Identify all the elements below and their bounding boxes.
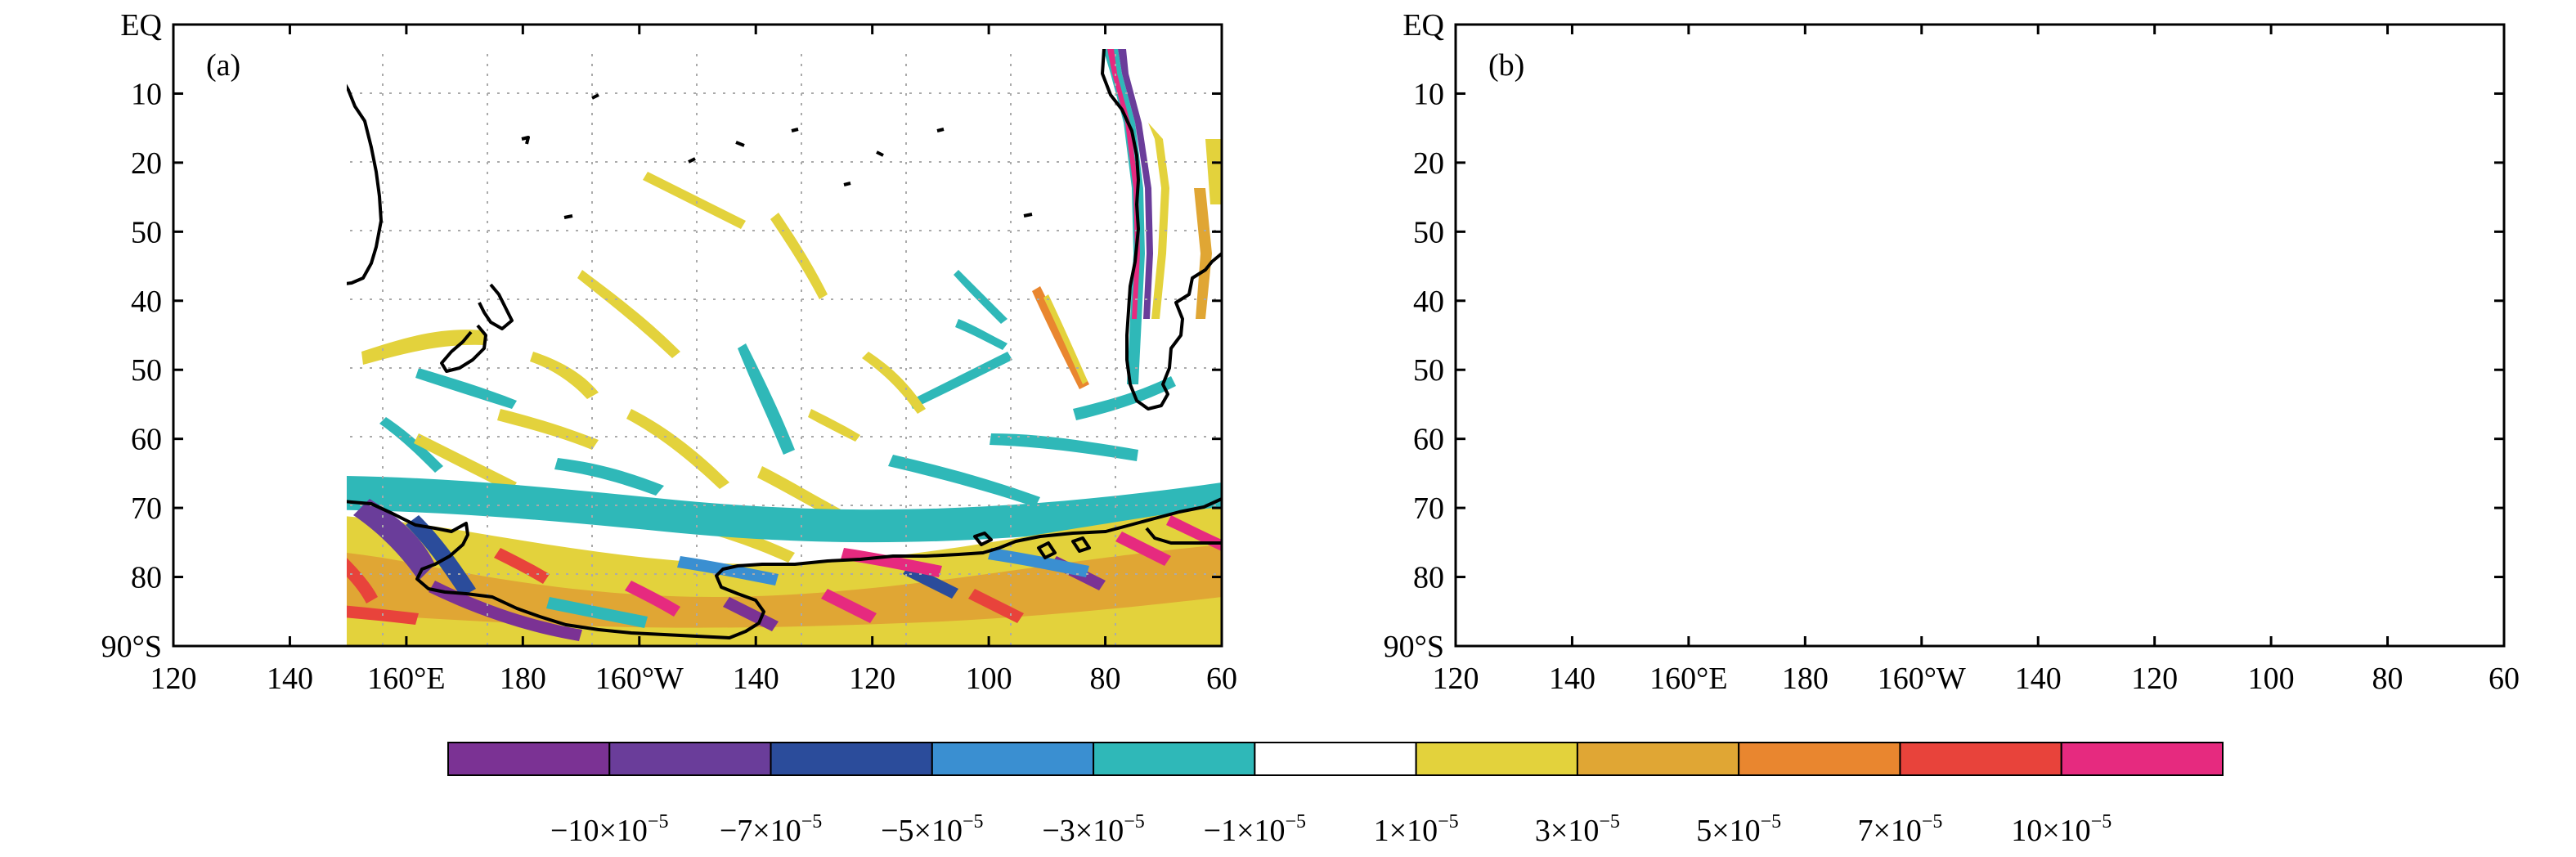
- y-tick-label: 50: [131, 215, 162, 249]
- colorbar-label: −3×10−5: [1042, 811, 1144, 848]
- y-tick-label: 90°S: [1384, 630, 1444, 664]
- colorbar-swatch: [1738, 742, 1901, 776]
- colorbar-swatch: [2060, 742, 2224, 776]
- panel-b-map: (b) 120 140 160°E 180 160°W 140 120 100 80 60 EQ 10…: [1384, 8, 2520, 696]
- x-tick-label: 60: [2488, 662, 2520, 696]
- y-tick-label: 80: [1413, 561, 1444, 595]
- x-tick-label: 140: [733, 662, 779, 696]
- y-tick-label: 60: [131, 423, 162, 457]
- x-tick-label: 120: [2131, 662, 2178, 696]
- x-tick-label: 140: [1549, 662, 1595, 696]
- x-tick-label: 100: [966, 662, 1012, 696]
- y-tick-label: EQ: [120, 8, 162, 43]
- y-tick-label: 10: [131, 77, 162, 111]
- colorbar-swatch: [1415, 742, 1578, 776]
- colorbar-label: 5×10−5: [1696, 811, 1781, 848]
- x-tick-label: 80: [2372, 662, 2403, 696]
- y-tick-label: EQ: [1402, 8, 1444, 43]
- x-tick-label: 140: [267, 662, 313, 696]
- panel-a-map: (a) 120 140 160°E 180 160°W 140 120 100 80 60 EQ 10…: [101, 8, 1237, 696]
- colorbar: −10×10−5 −7×10−5 −5×10−5 −3×10−5 −1×10−5 1×10…: [447, 742, 2224, 848]
- y-tick-label: 20: [1413, 146, 1444, 181]
- colorbar-swatch: [770, 742, 933, 776]
- colorbar-swatch: [447, 742, 611, 776]
- x-tick-label: 140: [2015, 662, 2062, 696]
- colorbar-label: 10×10−5: [2011, 811, 2112, 848]
- colorbar-label: −7×10−5: [720, 811, 822, 848]
- colorbar-label: 7×10−5: [1857, 811, 1942, 848]
- colorbar-swatch: [608, 742, 772, 776]
- panel-a-frame: [172, 23, 1223, 648]
- x-tick-label: 160°E: [1649, 662, 1727, 696]
- colorbar-swatch: [931, 742, 1095, 776]
- colorbar-label: −10×10−5: [550, 811, 668, 848]
- y-tick-label: 70: [1413, 491, 1444, 526]
- x-tick-label: 120: [150, 662, 197, 696]
- x-tick-label: 180: [500, 662, 546, 696]
- panel-b-axis-ticks: 120 140 160°E 180 160°W 140 120 100 80 60 EQ 10 20 50…: [1384, 8, 2520, 696]
- y-tick-label: 40: [1413, 285, 1444, 319]
- y-tick-label: 80: [131, 561, 162, 595]
- colorbar-swatches: [447, 742, 2224, 776]
- x-tick-label: 160°W: [595, 662, 684, 696]
- y-tick-label: 60: [1413, 423, 1444, 457]
- y-tick-label: 70: [131, 491, 162, 526]
- y-tick-label: 50: [1413, 353, 1444, 388]
- panel-a-label: (a): [206, 48, 240, 83]
- y-tick-label: 10: [1413, 77, 1444, 111]
- colorbar-label: −1×10−5: [1204, 811, 1306, 848]
- panel-b-frame: [1454, 23, 2506, 648]
- x-tick-label: 80: [1090, 662, 1121, 696]
- x-tick-label: 120: [849, 662, 895, 696]
- colorbar-labels: −10×10−5 −7×10−5 −5×10−5 −3×10−5 −1×10−5 1×10…: [550, 811, 2112, 848]
- colorbar-swatch: [1254, 742, 1417, 776]
- x-tick-label: 60: [1206, 662, 1237, 696]
- x-tick-label: 180: [1782, 662, 1829, 696]
- colorbar-label: 3×10−5: [1535, 811, 1620, 848]
- x-tick-label: 120: [1433, 662, 1479, 696]
- colorbar-label: 1×10−5: [1374, 811, 1459, 848]
- y-tick-label: 20: [131, 146, 162, 181]
- x-tick-label: 160°E: [367, 662, 445, 696]
- y-tick-label: 50: [131, 353, 162, 388]
- y-tick-label: 90°S: [101, 630, 162, 664]
- x-tick-label: 100: [2248, 662, 2295, 696]
- colorbar-swatch: [1576, 742, 1740, 776]
- panel-a-axis-ticks: 120 140 160°E 180 160°W 140 120 100 80 60 EQ 10 20 50…: [101, 8, 1237, 696]
- x-tick-label: 160°W: [1878, 662, 1966, 696]
- panel-b-label: (b): [1488, 48, 1524, 83]
- y-tick-label: 50: [1413, 215, 1444, 249]
- colorbar-swatch: [1093, 742, 1256, 776]
- colorbar-label: −5×10−5: [881, 811, 983, 848]
- colorbar-swatch: [1899, 742, 2062, 776]
- y-tick-label: 40: [131, 285, 162, 319]
